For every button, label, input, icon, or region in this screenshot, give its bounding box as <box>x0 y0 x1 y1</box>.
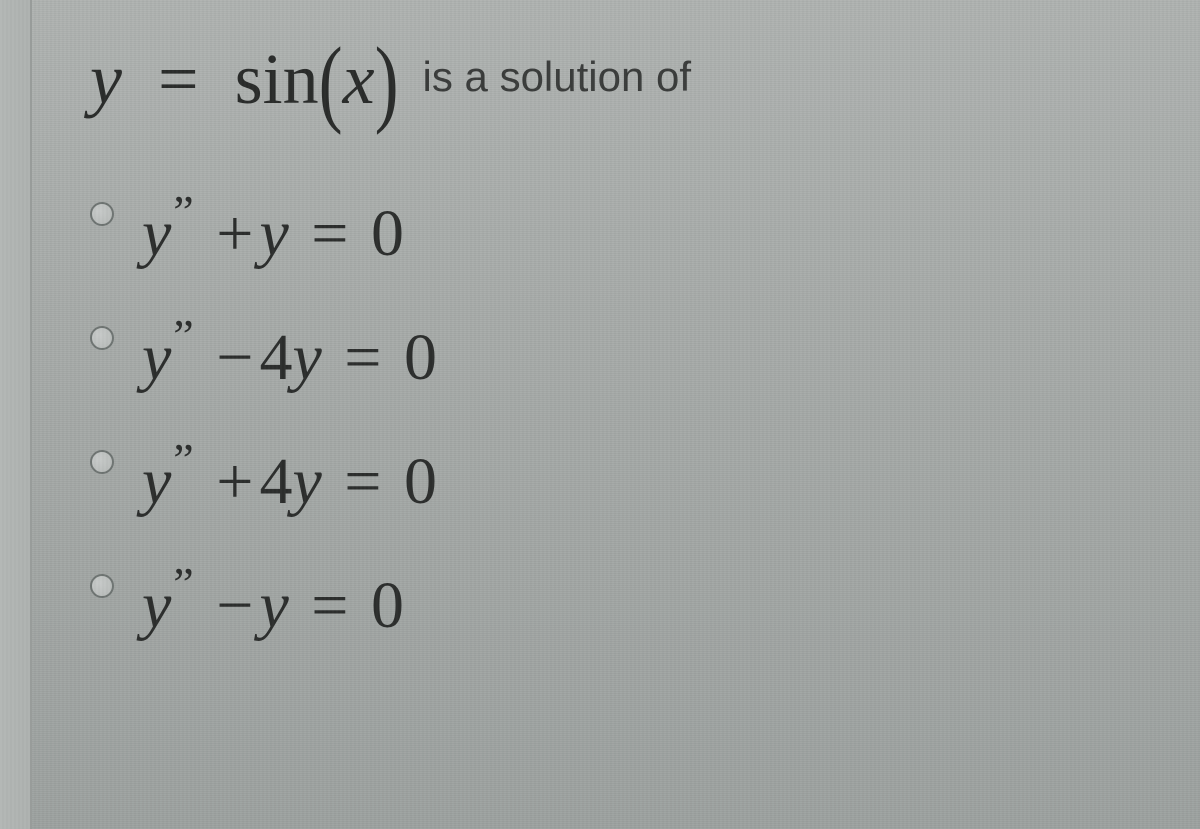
stem-close-paren: ) <box>375 29 399 136</box>
radio-option-4[interactable] <box>90 574 114 598</box>
question-stem: y = sin(x) is a solution of <box>90 40 1160 119</box>
option-equation: y” −y = 0 <box>142 561 404 639</box>
option-equation: y” +4y = 0 <box>142 437 437 515</box>
opt-lhs: y <box>142 569 171 642</box>
double-prime: ” <box>171 186 193 237</box>
stem-lhs-var: y <box>90 39 122 119</box>
opt-lhs: y <box>142 321 171 394</box>
opt-rhs: y <box>292 321 321 394</box>
opt-eq: = <box>338 445 387 518</box>
opt-op: − <box>210 321 259 394</box>
stem-eq-sign: = <box>140 39 217 119</box>
opt-zero: 0 <box>371 197 404 270</box>
option-row: y” +4y = 0 <box>90 437 1160 515</box>
opt-zero: 0 <box>404 445 437 518</box>
opt-zero: 0 <box>371 569 404 642</box>
option-row: y” −4y = 0 <box>90 313 1160 391</box>
double-prime: ” <box>171 310 193 361</box>
opt-zero: 0 <box>404 321 437 394</box>
opt-op: − <box>210 569 259 642</box>
opt-eq: = <box>305 569 354 642</box>
double-prime: ” <box>171 434 193 485</box>
opt-lhs: y <box>142 445 171 518</box>
stem-arg: x <box>343 39 375 119</box>
option-equation: y” +y = 0 <box>142 189 404 267</box>
opt-rhs: y <box>259 197 288 270</box>
stem-open-paren: ( <box>319 29 343 136</box>
opt-coef: 4 <box>259 321 292 394</box>
double-prime: ” <box>171 558 193 609</box>
opt-op: + <box>210 197 259 270</box>
opt-lhs: y <box>142 197 171 270</box>
opt-coef: 4 <box>259 445 292 518</box>
opt-rhs: y <box>259 569 288 642</box>
opt-eq: = <box>338 321 387 394</box>
stem-suffix: is a solution of <box>417 53 692 100</box>
option-row: y” +y = 0 <box>90 189 1160 267</box>
option-equation: y” −4y = 0 <box>142 313 437 391</box>
option-row: y” −y = 0 <box>90 561 1160 639</box>
radio-option-2[interactable] <box>90 326 114 350</box>
question-container: y = sin(x) is a solution of y” +y = 0 y”… <box>0 0 1200 679</box>
opt-op: + <box>210 445 259 518</box>
radio-option-1[interactable] <box>90 202 114 226</box>
opt-eq: = <box>305 197 354 270</box>
radio-option-3[interactable] <box>90 450 114 474</box>
stem-func: sin <box>235 39 319 119</box>
options-list: y” +y = 0 y” −4y = 0 y” +4y = 0 <box>90 189 1160 639</box>
opt-rhs: y <box>292 445 321 518</box>
